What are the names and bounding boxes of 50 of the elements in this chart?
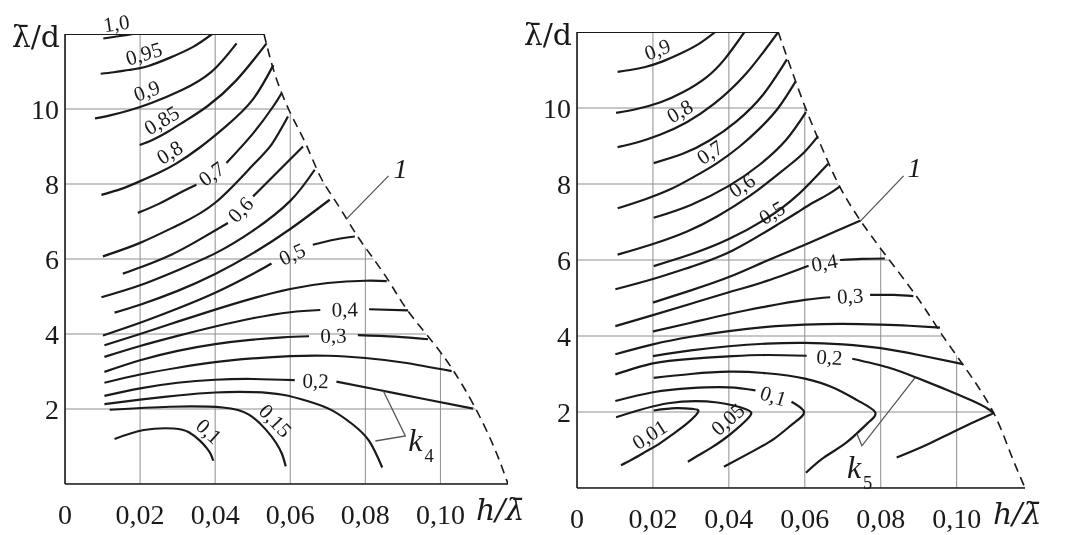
annotation: k$_{5}$ bbox=[846, 448, 873, 493]
text: 0,1 bbox=[757, 380, 790, 412]
series-label: 0,3 bbox=[836, 283, 864, 309]
series-label: 0,2 bbox=[302, 368, 330, 394]
y-tick-label: 8 bbox=[45, 168, 59, 200]
text: 0,9 bbox=[640, 33, 674, 66]
text: 0,15 bbox=[253, 399, 297, 443]
x-tick-label: 0,04 bbox=[190, 499, 240, 530]
x-axis-title: h/λ̄ bbox=[993, 496, 1042, 531]
x-tick-label: 0,02 bbox=[115, 499, 165, 530]
text: 0,1 bbox=[191, 413, 227, 449]
x-tick-label: 0 bbox=[570, 503, 584, 534]
y-tick-label: 6 bbox=[557, 244, 571, 276]
text: 0,7 bbox=[193, 156, 230, 192]
text: 0,5 bbox=[275, 237, 310, 271]
y-tick-label: 6 bbox=[45, 243, 59, 275]
y-tick-label: 10 bbox=[31, 93, 59, 125]
y-tick-label: 8 bbox=[557, 168, 571, 200]
series-label: 0,2 bbox=[815, 344, 844, 371]
x-tick-label: 0,08 bbox=[856, 503, 906, 534]
text: 0,6 bbox=[222, 191, 259, 228]
y-axis-title: λ̄/d bbox=[11, 19, 60, 54]
x-tick-label: 0,06 bbox=[780, 503, 830, 534]
x-tick-label: 0,02 bbox=[628, 503, 678, 534]
y-tick-label: 10 bbox=[543, 92, 571, 124]
text: 0,01 bbox=[627, 414, 672, 455]
text: 0,05 bbox=[706, 398, 750, 441]
y-axis-title: λ̄/d bbox=[523, 17, 572, 52]
annotation: 1 bbox=[393, 152, 408, 184]
series-label: 0,3 bbox=[320, 323, 347, 348]
x-tick-label: 0,10 bbox=[932, 503, 982, 534]
y-tick-label: 4 bbox=[557, 320, 571, 352]
series-label: 0,4 bbox=[331, 297, 359, 322]
y-tick-label: 4 bbox=[45, 318, 59, 350]
text: 0,4 bbox=[809, 248, 840, 277]
x-tick-label: 0,06 bbox=[265, 499, 315, 530]
x-tick-label: 0,04 bbox=[704, 503, 754, 534]
y-tick-label: 2 bbox=[557, 396, 571, 428]
annotation: 1 bbox=[907, 151, 922, 183]
text: 1,0 bbox=[101, 9, 132, 38]
text: 0,6 bbox=[724, 168, 760, 203]
x-tick-label: 0 bbox=[58, 499, 72, 530]
annotation: k$_{4}$ bbox=[408, 422, 434, 466]
text: 0,7 bbox=[692, 135, 728, 170]
x-tick-label: 0,10 bbox=[415, 499, 465, 530]
x-axis-title: h/λ̄ bbox=[476, 492, 525, 527]
x-tick-label: 0,08 bbox=[340, 499, 390, 530]
text: 0,95 bbox=[122, 37, 165, 71]
text: 0,8 bbox=[662, 94, 698, 129]
y-tick-label: 2 bbox=[45, 393, 59, 425]
